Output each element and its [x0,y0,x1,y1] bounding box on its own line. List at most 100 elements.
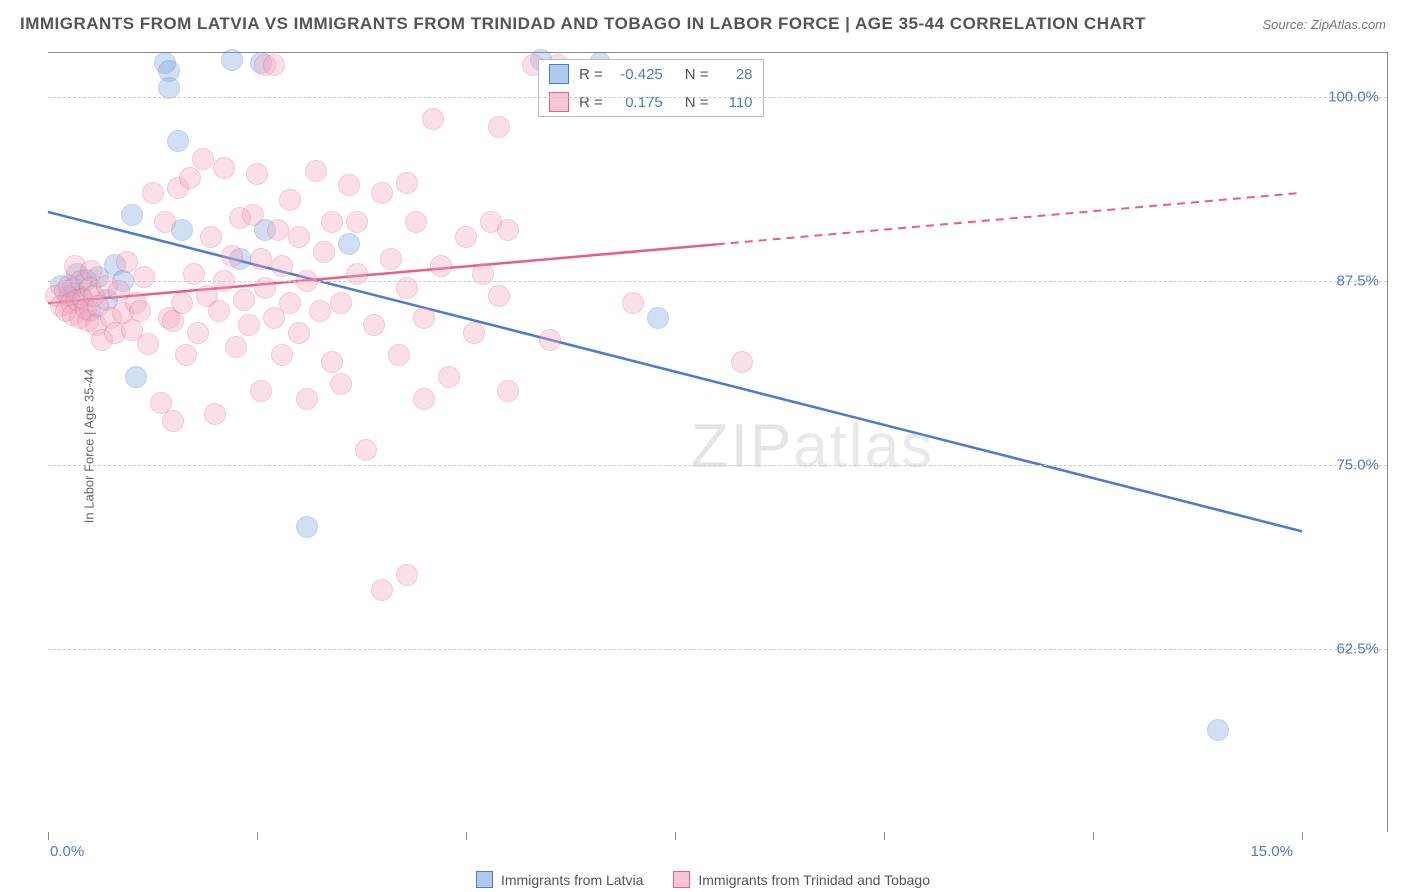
stat-r-value: 0.175 [613,94,663,111]
legend-item: Immigrants from Trinidad and Tobago [673,871,930,888]
scatter-point [250,380,272,402]
scatter-point [246,163,268,185]
stat-swatch [549,92,569,112]
scatter-point [305,160,327,182]
scatter-point [296,388,318,410]
stat-n-value: 110 [719,94,753,111]
stat-row: R =-0.425N =28 [539,60,763,88]
scatter-point [121,204,143,226]
scatter-point [238,314,260,336]
scatter-point [396,564,418,586]
scatter-point [250,248,272,270]
trend-lines [48,53,1302,833]
scatter-point [497,380,519,402]
x-tick [675,832,676,840]
legend-item: Immigrants from Latvia [476,871,643,888]
scatter-point [129,300,151,322]
scatter-point [363,314,385,336]
scatter-point [405,211,427,233]
scatter-point [221,49,243,71]
gridline-h [48,281,1387,282]
scatter-point [330,292,352,314]
scatter-point [213,157,235,179]
source-label: Source: ZipAtlas.com [1262,17,1386,32]
scatter-point [413,388,435,410]
scatter-point [330,373,352,395]
scatter-point [396,172,418,194]
legend-label: Immigrants from Latvia [501,872,643,888]
scatter-point [488,116,510,138]
stat-r-label: R = [579,94,603,111]
scatter-point [380,248,402,270]
scatter-point [271,255,293,277]
scatter-point [263,54,285,76]
scatter-point [233,289,255,311]
scatter-point [313,241,335,263]
scatter-point [271,344,293,366]
stat-r-label: R = [579,66,603,83]
correlation-stat-box: R =-0.425N =28R =0.175N =110 [538,59,764,117]
scatter-point [731,351,753,373]
x-tick [466,832,467,840]
scatter-point [279,189,301,211]
scatter-point [154,211,176,233]
scatter-point [192,148,214,170]
scatter-point [225,336,247,358]
stat-swatch [549,64,569,84]
scatter-point [288,226,310,248]
gridline-h [48,649,1387,650]
scatter-point [488,285,510,307]
scatter-point [422,108,444,130]
x-tick [1093,832,1094,840]
scatter-point [221,245,243,267]
legend-label: Immigrants from Trinidad and Tobago [698,872,930,888]
scatter-point [539,329,561,351]
scatter-point [200,226,222,248]
scatter-point [463,322,485,344]
scatter-point [622,292,644,314]
plot-region [48,53,1302,833]
scatter-point [208,300,230,322]
chart-area: ZIPatlas R =-0.425N =28R =0.175N =110 62… [48,52,1388,832]
scatter-point [321,211,343,233]
scatter-point [179,167,201,189]
scatter-point [430,255,452,277]
y-tick-label: 75.0% [1336,457,1379,474]
scatter-point [346,211,368,233]
x-tick [1302,832,1303,840]
x-tick [884,832,885,840]
y-tick-label: 62.5% [1336,641,1379,658]
chart-title: IMMIGRANTS FROM LATVIA VS IMMIGRANTS FRO… [20,14,1146,34]
scatter-point [175,344,197,366]
stat-n-value: 28 [719,66,753,83]
legend-swatch [673,871,690,888]
gridline-h [48,465,1387,466]
scatter-point [338,174,360,196]
stat-n-label: N = [685,94,709,111]
y-tick-label: 100.0% [1328,89,1379,106]
scatter-point [309,300,331,322]
legend: Immigrants from Latvia Immigrants from Tr… [476,871,930,888]
legend-swatch [476,871,493,888]
scatter-point [371,182,393,204]
gridline-h [48,97,1387,98]
scatter-point [455,226,477,248]
scatter-point [388,344,410,366]
scatter-point [413,307,435,329]
stat-n-label: N = [685,66,709,83]
title-bar: IMMIGRANTS FROM LATVIA VS IMMIGRANTS FRO… [0,0,1406,44]
scatter-point [171,292,193,314]
scatter-point [242,204,264,226]
y-tick-label: 87.5% [1336,273,1379,290]
scatter-point [204,403,226,425]
scatter-point [1207,719,1229,741]
scatter-point [267,219,289,241]
scatter-point [167,130,189,152]
scatter-point [137,333,159,355]
scatter-point [296,516,318,538]
x-tick [257,832,258,840]
scatter-point [321,351,343,373]
scatter-point [142,182,164,204]
scatter-point [158,77,180,99]
scatter-point [647,307,669,329]
